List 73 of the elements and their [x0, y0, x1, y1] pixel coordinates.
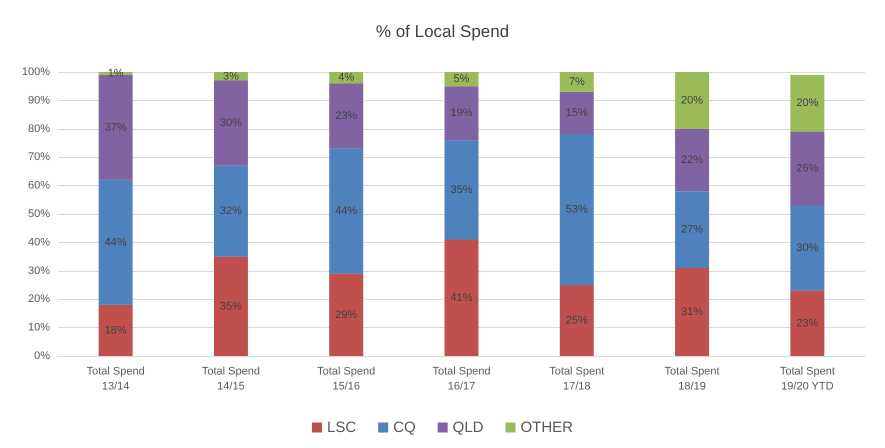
data-label: 23%: [335, 110, 358, 122]
data-label: 4%: [338, 72, 354, 84]
y-tick-label: 100%: [22, 66, 50, 78]
chart-title: % of Local Spend: [376, 22, 510, 41]
bar: [444, 86, 478, 140]
data-label: 32%: [220, 205, 242, 218]
bar: [214, 80, 248, 166]
y-tick-label: 0%: [34, 350, 50, 362]
bar: [329, 274, 364, 356]
data-label: 44%: [104, 236, 127, 248]
y-tick-label: 70%: [28, 151, 50, 164]
bar: [329, 148, 364, 274]
y-tick-label: 10%: [28, 322, 50, 334]
bar: [675, 268, 710, 356]
y-tick-label: 80%: [28, 122, 50, 135]
x-tick-label: Total Spent 17/18: [549, 366, 604, 392]
legend-label: CQ: [393, 419, 416, 436]
data-label: 25%: [566, 314, 588, 326]
data-label: 18%: [104, 324, 127, 336]
data-label: 37%: [104, 121, 127, 134]
bar: [214, 256, 248, 356]
y-tick-label: 60%: [28, 180, 50, 192]
x-tick-label: Total Spend 14/15: [202, 366, 260, 392]
data-label: 53%: [566, 204, 588, 216]
bar: [675, 128, 710, 192]
data-label: 22%: [681, 154, 704, 166]
data-label: 30%: [796, 242, 819, 254]
data-label: 20%: [681, 94, 704, 106]
bar: [675, 72, 710, 129]
legend-label: QLD: [452, 419, 484, 436]
y-tick-label: 50%: [28, 208, 50, 220]
bar: [98, 304, 133, 356]
x-tick-label: Total Spend 13/14: [86, 366, 145, 392]
data-label: 31%: [681, 306, 704, 318]
data-label: 41%: [450, 292, 473, 304]
data-label: 15%: [566, 107, 588, 120]
data-label: 23%: [796, 317, 819, 330]
y-tick-label: 90%: [28, 94, 50, 106]
bar: [790, 290, 824, 356]
bar: [444, 240, 478, 356]
legend-label: LSC: [326, 419, 356, 436]
data-label: 3%: [222, 70, 240, 82]
data-label: 5%: [454, 73, 470, 86]
bar: [444, 140, 478, 240]
data-label: 7%: [568, 76, 585, 88]
bar: [560, 285, 594, 356]
data-label: 29%: [335, 308, 358, 321]
x-tick-label: Total Spent 19/20 YTD: [780, 366, 835, 392]
bar: [790, 205, 824, 291]
bar: [214, 166, 248, 257]
bar: [560, 134, 594, 285]
bar: [329, 83, 364, 149]
legend-label: OTHER: [520, 419, 574, 436]
y-tick-label: 30%: [28, 264, 50, 277]
bar: [98, 180, 133, 305]
bar: [560, 72, 594, 92]
data-label: 19%: [450, 107, 473, 120]
bar: [560, 92, 594, 134]
data-label: 20%: [796, 97, 819, 110]
data-label: 26%: [796, 162, 819, 175]
data-label: 30%: [220, 117, 242, 130]
y-tick-label: 40%: [28, 236, 50, 248]
y-tick-label: 20%: [28, 293, 50, 306]
data-label: 27%: [681, 224, 704, 236]
bar: [675, 191, 710, 268]
x-tick-label: Total Spent 18/19: [664, 366, 720, 392]
data-label: 44%: [335, 205, 358, 218]
x-tick-label: Total Spend 16/17: [432, 366, 491, 392]
bar: [790, 74, 824, 132]
bar: [790, 132, 824, 206]
data-label: 35%: [220, 300, 242, 312]
x-tick-label: Total Spend 15/16: [317, 366, 376, 392]
data-label: 35%: [450, 184, 473, 196]
